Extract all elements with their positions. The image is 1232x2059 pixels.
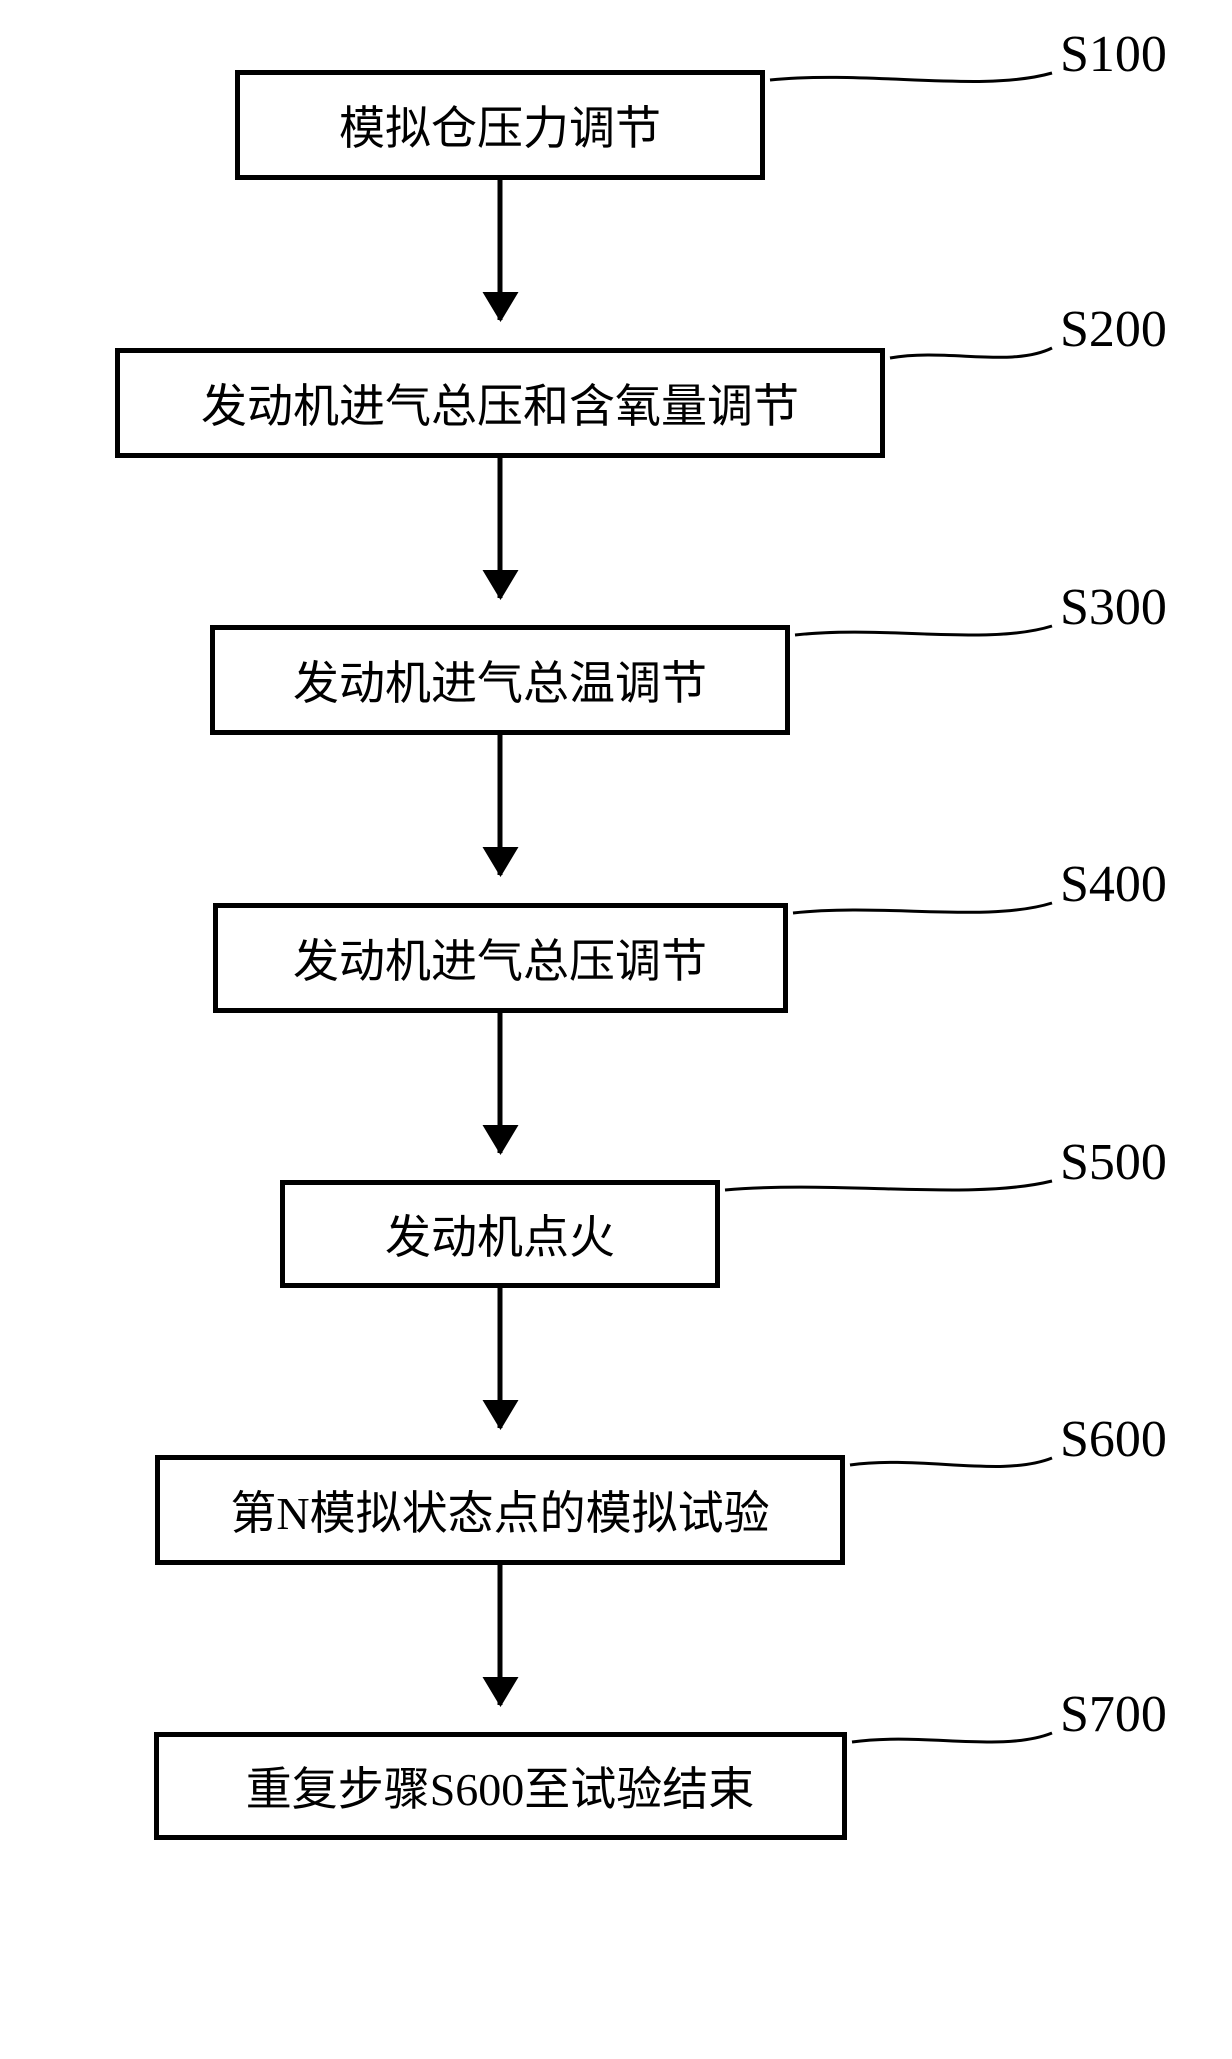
- step-box-s600: 第N模拟状态点的模拟试验: [155, 1455, 845, 1565]
- step-text-s400: 发动机进气总压调节: [293, 925, 707, 991]
- step-text-s100: 模拟仓压力调节: [339, 92, 661, 158]
- step-label-s700: S700: [1060, 1685, 1167, 1744]
- arrow-6: [498, 1565, 503, 1705]
- connector-s700: [852, 1733, 1052, 1742]
- step-text-s600: 第N模拟状态点的模拟试验: [230, 1477, 769, 1543]
- arrow-3: [498, 735, 503, 875]
- arrow-4: [498, 1013, 503, 1153]
- step-label-s100: S100: [1060, 25, 1167, 84]
- connector-s100: [770, 73, 1052, 81]
- step-label-s500: S500: [1060, 1133, 1167, 1192]
- step-box-s500: 发动机点火: [280, 1180, 720, 1288]
- flowchart-container: 模拟仓压力调节 S100 发动机进气总压和含氧量调节 S200 发动机进气总温调节 S30…: [0, 0, 1232, 2059]
- step-box-s200: 发动机进气总压和含氧量调节: [115, 348, 885, 458]
- step-label-s300: S300: [1060, 578, 1167, 637]
- step-box-s700: 重复步骤S600至试验结束: [154, 1732, 847, 1840]
- connector-s300: [795, 626, 1052, 635]
- arrow-2: [498, 458, 503, 598]
- connector-s200: [890, 348, 1052, 358]
- connector-s400: [793, 903, 1052, 913]
- arrow-1: [498, 180, 503, 320]
- connector-s600: [850, 1458, 1052, 1466]
- step-text-s200: 发动机进气总压和含氧量调节: [201, 370, 799, 436]
- step-label-s600: S600: [1060, 1410, 1167, 1469]
- step-label-s400: S400: [1060, 855, 1167, 914]
- step-text-s700: 重复步骤S600至试验结束: [246, 1753, 755, 1819]
- arrow-5: [498, 1288, 503, 1428]
- step-text-s500: 发动机点火: [385, 1201, 615, 1267]
- connector-s500: [725, 1181, 1052, 1190]
- step-box-s300: 发动机进气总温调节: [210, 625, 790, 735]
- step-text-s300: 发动机进气总温调节: [293, 647, 707, 713]
- step-label-s200: S200: [1060, 300, 1167, 359]
- step-box-s400: 发动机进气总压调节: [213, 903, 788, 1013]
- step-box-s100: 模拟仓压力调节: [235, 70, 765, 180]
